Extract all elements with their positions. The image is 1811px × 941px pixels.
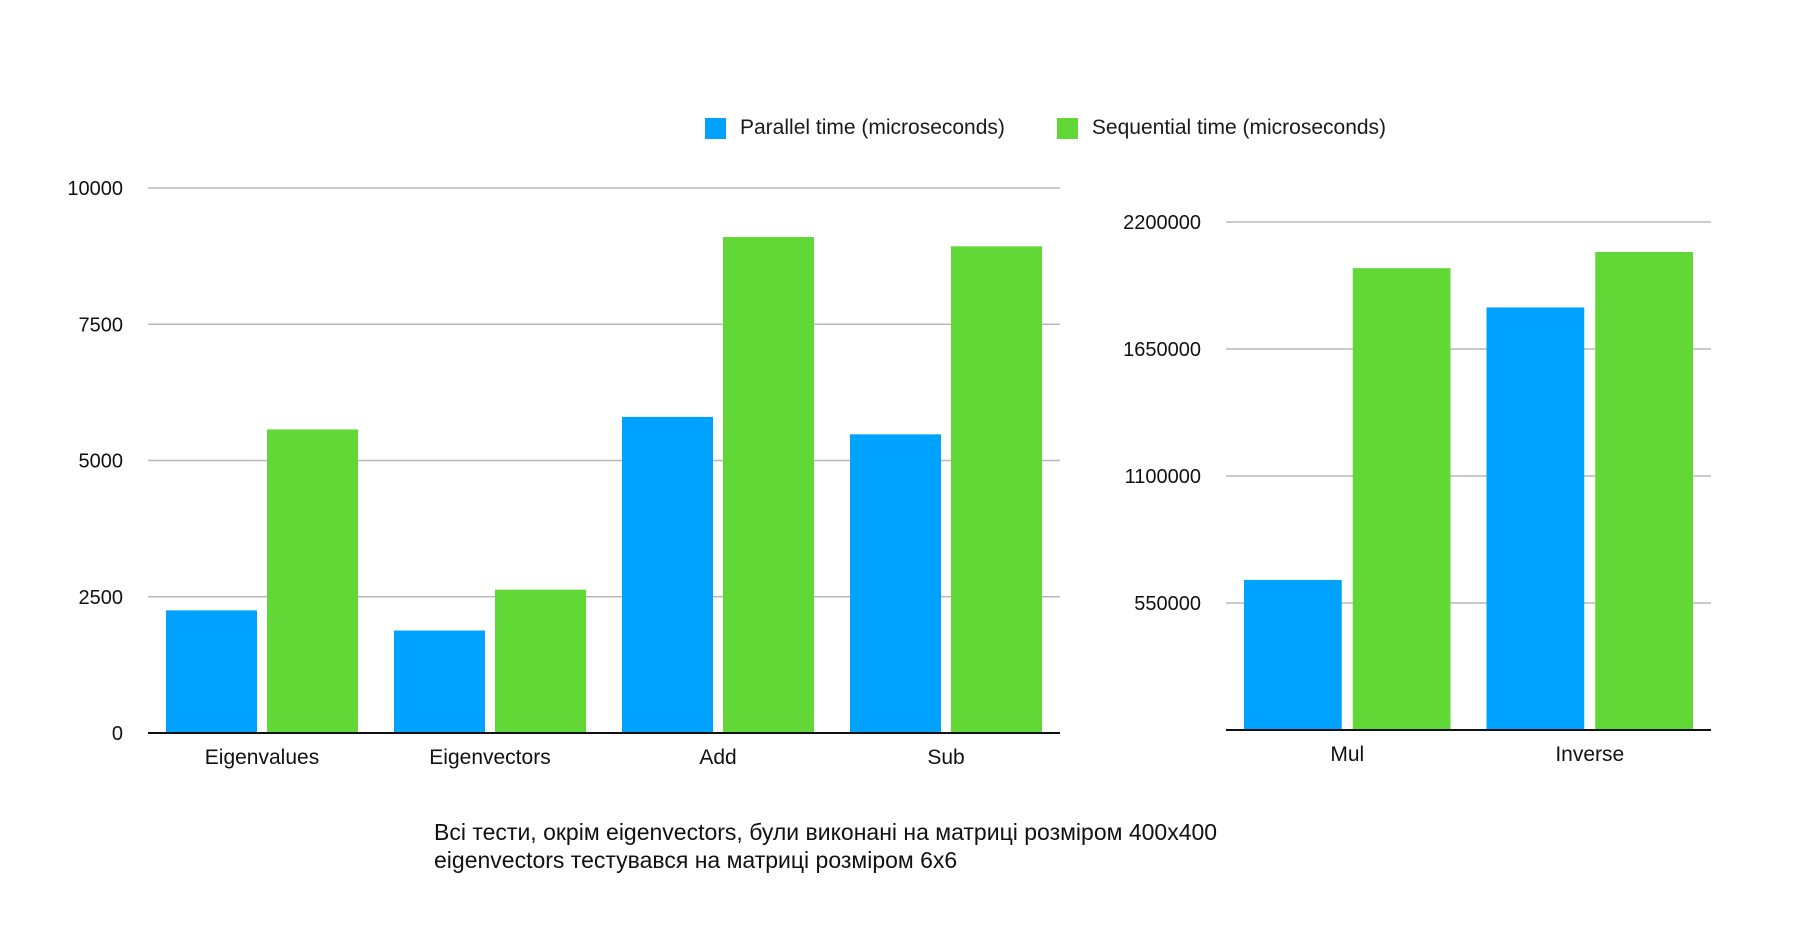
bar-parallel-eigenvectors bbox=[394, 630, 485, 733]
y-tick-label: 2200000 bbox=[1123, 212, 1201, 234]
y-tick-label: 0 bbox=[112, 723, 123, 745]
chart-1: 0 2500 5000 7500 10000 Eigenvalues Eigenvector… bbox=[67, 178, 1060, 769]
chart-2: 550000 1100000 1650000 2200000 Mul Inverse bbox=[1123, 212, 1711, 766]
bar-sequential-inverse bbox=[1595, 252, 1693, 730]
x-tick-label: Eigenvalues bbox=[205, 746, 319, 769]
footnote-line-1: Всі тести, окрім eigenvectors, були вико… bbox=[434, 819, 1218, 845]
y-tick-label: 7500 bbox=[79, 314, 124, 336]
y-tick-label: 5000 bbox=[79, 451, 124, 473]
bar-sequential-mul bbox=[1352, 268, 1451, 730]
legend-item-sequential: Sequential time (microseconds) bbox=[1056, 116, 1387, 140]
bar-parallel-sub bbox=[850, 434, 941, 733]
bar-parallel-mul bbox=[1244, 579, 1342, 730]
y-tick-label: 10000 bbox=[67, 178, 123, 200]
x-tick-label: Eigenvectors bbox=[429, 746, 550, 769]
bar-parallel-eigenvalues bbox=[166, 610, 257, 733]
y-tick-label: 1100000 bbox=[1125, 466, 1201, 488]
legend-swatch-sequential bbox=[1056, 117, 1078, 139]
chart-footnote: Всі тести, окрім eigenvectors, були вико… bbox=[434, 818, 1217, 874]
legend-swatch-parallel bbox=[705, 117, 726, 139]
x-tick-label: Sub bbox=[927, 746, 964, 769]
legend-item-parallel: Parallel time (microseconds) bbox=[705, 116, 1005, 140]
y-tick-label: 1650000 bbox=[1123, 339, 1201, 361]
chart-legend: Parallel time (microseconds) Sequential … bbox=[705, 116, 1438, 140]
bar-sequential-eigenvalues bbox=[267, 429, 358, 733]
legend-label-parallel: Parallel time (microseconds) bbox=[740, 116, 1005, 139]
footnote-line-2: eigenvectors тестувався на матриці розмі… bbox=[434, 847, 958, 873]
y-tick-label: 550000 bbox=[1134, 593, 1201, 615]
bar-parallel-add bbox=[622, 416, 713, 733]
x-tick-label: Mul bbox=[1330, 743, 1364, 766]
x-tick-label: Inverse bbox=[1555, 743, 1624, 766]
bar-parallel-inverse bbox=[1486, 307, 1585, 730]
legend-label-sequential: Sequential time (microseconds) bbox=[1091, 116, 1387, 139]
bar-sequential-eigenvectors bbox=[495, 589, 586, 733]
x-tick-label: Add bbox=[699, 746, 736, 769]
bar-sequential-add bbox=[723, 237, 814, 734]
y-tick-label: 2500 bbox=[79, 587, 124, 609]
bar-sequential-sub bbox=[951, 246, 1042, 733]
